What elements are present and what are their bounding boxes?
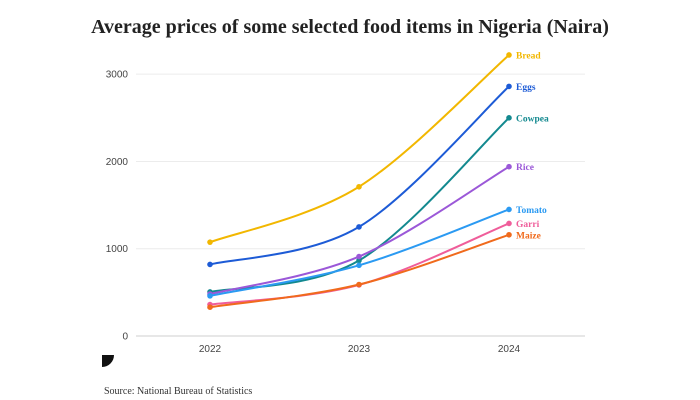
y-tick-label: 3000 (106, 70, 129, 81)
series-label-tomato: Tomato (516, 206, 547, 216)
source-note: Source: National Bureau of Statistics (104, 386, 253, 397)
data-point-bread (506, 52, 512, 58)
series-label-eggs: Eggs (516, 83, 536, 93)
chart-title: Average prices of some selected food ite… (91, 16, 609, 38)
x-tick-label: 2022 (199, 344, 222, 355)
data-point-tomato (207, 293, 213, 299)
x-tick-label: 2024 (498, 344, 521, 355)
series-line-maize (209, 233, 510, 309)
series-label-garri: Garri (516, 220, 540, 230)
data-point-eggs (506, 83, 512, 90)
series-line-bread (209, 53, 510, 244)
publisher-logo (102, 355, 114, 367)
y-tick-label: 0 (122, 332, 128, 343)
data-point-eggs (356, 224, 362, 230)
y-tick-label: 2000 (106, 157, 129, 168)
data-point-maize (506, 231, 512, 238)
data-point-rice (506, 163, 512, 170)
series-label-bread: Bread (516, 51, 541, 61)
data-point-cowpea (356, 257, 362, 264)
data-point-tomato (356, 262, 362, 269)
data-point-garri (506, 220, 512, 227)
series-label-cowpea: Cowpea (516, 114, 549, 124)
data-point-rice (356, 253, 362, 260)
data-point-maize (356, 281, 362, 288)
series-line-eggs (209, 85, 510, 266)
y-tick-label: 1000 (106, 244, 129, 255)
x-tick-label: 2023 (348, 344, 371, 355)
data-point-bread (356, 183, 362, 190)
series-label-rice: Rice (516, 163, 534, 173)
data-point-eggs (207, 261, 213, 268)
data-point-tomato (506, 206, 512, 213)
data-point-maize (207, 304, 213, 311)
series-label-maize: Maize (516, 231, 541, 241)
data-point-cowpea (506, 115, 512, 121)
data-point-bread (207, 239, 213, 245)
